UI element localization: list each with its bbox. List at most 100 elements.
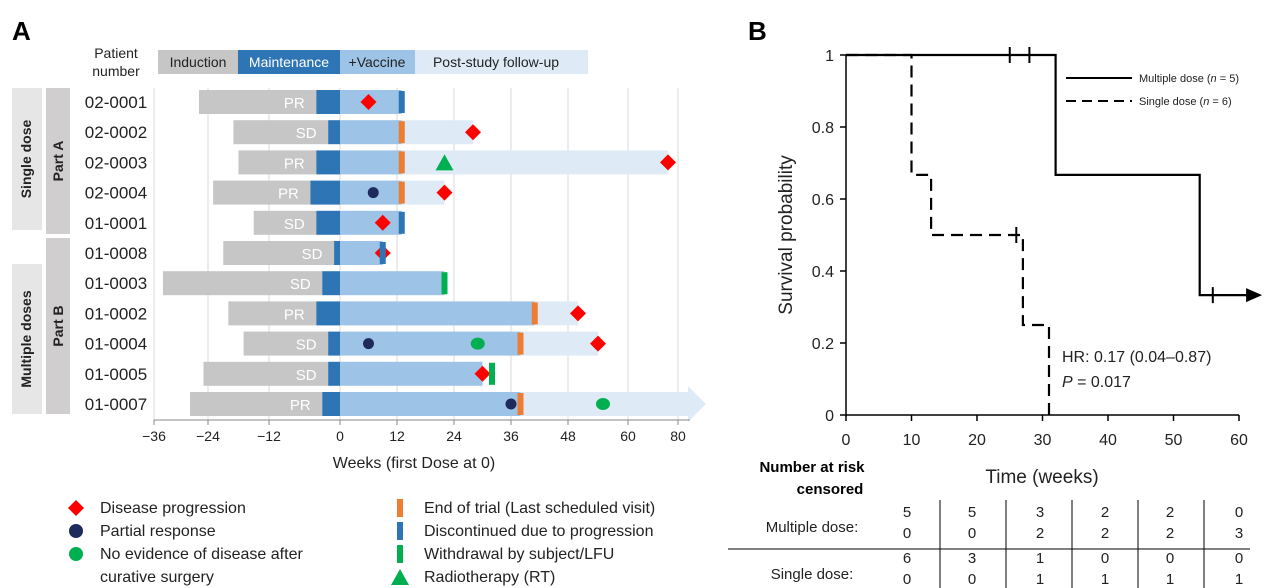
patient-id: 01-0007 — [85, 395, 147, 414]
phase-induction-swatch — [158, 50, 238, 74]
km-x-tick-label: 40 — [1099, 432, 1117, 449]
censored-count: 1 — [1036, 571, 1044, 588]
maintenance-bar — [322, 392, 340, 416]
hazard-ratio-text: HR: 0.17 (0.04–0.87) — [1062, 349, 1211, 366]
discontinued-marker — [379, 242, 386, 264]
swimmer-x-axis-title: Weeks (first Dose at 0) — [333, 455, 495, 472]
response-label: SD — [284, 216, 305, 233]
km-legend: Multiple dose (n = 5) Single dose (n = 6) — [1066, 73, 1239, 108]
legend-triangle-icon — [391, 569, 409, 585]
swimmer-events — [360, 91, 676, 415]
at-risk-count: 5 — [968, 504, 976, 521]
legend-label: No evidence of disease after — [100, 546, 303, 563]
x-tick-label: −12 — [257, 428, 281, 444]
followup-bar — [520, 386, 706, 422]
km-series-line — [846, 53, 1051, 415]
at-risk-count: 2 — [1166, 504, 1174, 521]
part-b-label: Part B — [50, 305, 66, 346]
partial-response-marker — [367, 187, 379, 199]
vaccine-bar — [340, 271, 445, 296]
progression-marker — [570, 305, 586, 322]
progression-marker — [590, 335, 606, 352]
at-risk-count: 2 — [1101, 504, 1109, 521]
legend-circle-icon — [69, 547, 83, 561]
induction-bar — [190, 392, 323, 416]
x-tick-label: 48 — [560, 428, 576, 444]
ned-marker — [596, 398, 610, 410]
group-single-dose-label: Single dose — [18, 120, 34, 199]
discontinued-marker — [398, 211, 405, 234]
end-of-trial-marker — [517, 332, 524, 355]
patient-id: 01-0001 — [85, 214, 147, 233]
part-a-label: Part A — [50, 141, 66, 182]
patient-id: 01-0008 — [85, 244, 147, 263]
at-risk-count: 0 — [1166, 550, 1174, 567]
legend-label: curative surgery — [100, 569, 214, 586]
panel-a-label: A — [12, 16, 31, 46]
progression-marker — [360, 94, 377, 110]
x-tick-label: 12 — [389, 428, 405, 444]
km-x-tick-label: 60 — [1230, 432, 1248, 449]
progression-marker — [436, 184, 453, 201]
censored-count: 2 — [1101, 525, 1109, 542]
legend-circle-icon — [69, 524, 83, 538]
patient-id: 02-0002 — [85, 123, 147, 142]
legend-label: Discontinued due to progression — [424, 523, 653, 540]
response-label: PR — [290, 397, 311, 414]
end-of-trial-marker — [398, 121, 405, 144]
censored-count: 0 — [968, 571, 976, 588]
maintenance-bar — [310, 180, 340, 205]
legend-label: End of trial (Last scheduled visit) — [424, 500, 655, 517]
patient-id: 02-0001 — [85, 93, 147, 112]
followup-bar — [520, 331, 598, 356]
phase-maintenance-label: Maintenance — [249, 54, 329, 70]
patient-id: 01-0005 — [85, 365, 147, 384]
panel-b-label: B — [748, 16, 767, 46]
km-x-tick-label: 10 — [903, 432, 921, 449]
maintenance-bar — [334, 241, 340, 265]
km-x-tick-label: 20 — [968, 432, 986, 449]
induction-bar — [163, 271, 323, 296]
x-tick-label: −24 — [196, 428, 220, 444]
group-multiple-doses-label: Multiple doses — [18, 290, 34, 387]
phase-legend: Induction Maintenance +Vaccine Post-stud… — [158, 50, 588, 74]
progression-marker — [374, 214, 391, 231]
maintenance-bar — [328, 120, 340, 145]
km-y-tick-label: 0 — [825, 408, 834, 425]
vaccine-bar — [340, 120, 402, 145]
maintenance-bar — [316, 210, 340, 235]
censored-count: 1 — [1101, 571, 1109, 588]
induction-bar — [243, 331, 329, 356]
maintenance-bar — [328, 361, 340, 386]
response-label: PR — [278, 186, 299, 203]
part-b-box — [46, 238, 70, 414]
phase-induction-label: Induction — [170, 54, 227, 70]
at-risk-count: 3 — [968, 550, 976, 567]
km-x-tick-label: 50 — [1165, 432, 1183, 449]
legend-bar-icon — [397, 545, 403, 563]
legend-bar-icon — [397, 522, 403, 540]
legend-label: Disease progression — [100, 500, 246, 517]
km-legend-label: Single dose (n = 6) — [1139, 96, 1232, 108]
withdrawal-marker — [441, 272, 448, 295]
censored-count: 1 — [1235, 571, 1243, 588]
censored-count: 0 — [903, 571, 911, 588]
km-x-axis-title: Time (weeks) — [985, 467, 1098, 488]
at-risk-count: 3 — [1036, 504, 1044, 521]
x-tick-label: 36 — [503, 428, 519, 444]
induction-bar — [223, 241, 335, 265]
patient-id: 01-0002 — [85, 304, 147, 323]
end-of-trial-marker — [398, 151, 405, 174]
progression-marker — [474, 365, 491, 382]
radiotherapy-marker — [435, 154, 454, 171]
km-x-tick-label: 30 — [1034, 432, 1052, 449]
maintenance-bar — [328, 331, 340, 356]
response-label: SD — [296, 337, 317, 354]
progression-marker — [465, 124, 481, 141]
p-value-text: P = 0.017 — [1062, 374, 1131, 391]
km-arrow-head — [1246, 288, 1263, 303]
event-legend: Disease progression Partial response No ev… — [68, 499, 655, 586]
at-risk-count: 6 — [903, 550, 911, 567]
induction-bar — [253, 210, 317, 235]
